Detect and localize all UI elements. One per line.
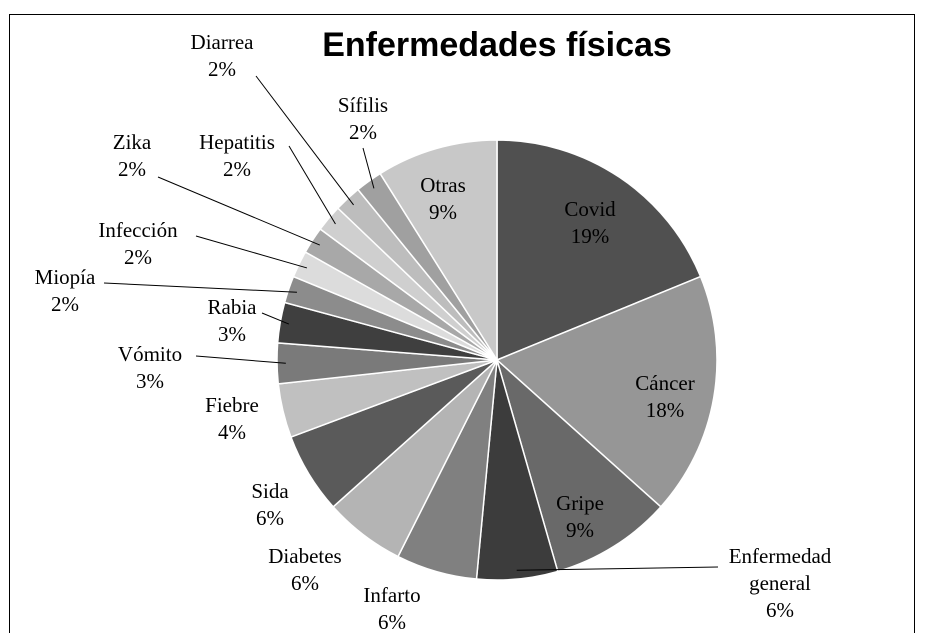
value-label: 4% bbox=[218, 420, 246, 444]
slice-label: Infección 2% bbox=[98, 217, 177, 271]
value-label: 2% bbox=[123, 245, 152, 269]
value-label: 2% bbox=[207, 57, 236, 81]
category-label: Enfermedad general bbox=[728, 544, 832, 595]
leader-line bbox=[288, 145, 336, 225]
pie-slice bbox=[495, 275, 718, 508]
leader-line bbox=[255, 75, 354, 206]
pie-slice bbox=[496, 139, 702, 362]
category-label: Fiebre bbox=[205, 393, 259, 417]
value-label: 6% bbox=[766, 598, 794, 622]
category-label: Zika bbox=[112, 130, 152, 154]
value-label: 2% bbox=[117, 157, 146, 181]
category-label: Vómito bbox=[117, 342, 183, 366]
leader-line bbox=[103, 282, 297, 293]
slice-label: Miopía 2% bbox=[35, 264, 96, 318]
slice-label: Infarto 6% bbox=[363, 582, 420, 636]
category-label: Gripe bbox=[556, 491, 604, 515]
slice-label: Hepatitis 2% bbox=[199, 129, 275, 183]
slice-label: Otras 9% bbox=[420, 172, 466, 226]
pie-slice bbox=[495, 357, 662, 573]
slice-label: Fiebre 4% bbox=[205, 392, 259, 446]
value-label: 19% bbox=[570, 224, 610, 248]
value-label: 6% bbox=[377, 610, 406, 634]
leader-line bbox=[362, 147, 375, 189]
slice-label: Gripe 9% bbox=[556, 490, 604, 544]
category-label: Sífilis bbox=[337, 93, 389, 117]
slice-label: Sífilis 2% bbox=[338, 92, 388, 146]
value-label: 6% bbox=[256, 506, 284, 530]
value-label: 9% bbox=[565, 518, 594, 542]
slice-label: Covid 19% bbox=[564, 196, 615, 250]
slice-label: Cáncer 18% bbox=[635, 370, 694, 424]
slice-label: Sida 6% bbox=[251, 478, 288, 532]
chart-title: Enfermedades físicas bbox=[322, 26, 672, 64]
category-label: Infarto bbox=[363, 583, 421, 607]
value-label: 2% bbox=[349, 120, 377, 144]
category-label: Infección bbox=[98, 218, 178, 242]
slice-label: Diabetes 6% bbox=[268, 543, 341, 597]
category-label: Covid bbox=[564, 197, 616, 221]
leader-line bbox=[516, 566, 719, 571]
slice-label: Vómito 3% bbox=[118, 341, 182, 395]
category-label: Rabia bbox=[207, 295, 257, 319]
value-label: 9% bbox=[429, 200, 457, 224]
category-label: Otras bbox=[420, 173, 466, 197]
value-label: 2% bbox=[50, 292, 79, 316]
pie-slice bbox=[379, 139, 498, 363]
slice-label: Diarrea 2% bbox=[191, 29, 254, 83]
chart-frame bbox=[9, 14, 915, 633]
leader-line bbox=[195, 235, 308, 269]
leader-line bbox=[261, 312, 290, 325]
leader-line bbox=[157, 176, 321, 246]
category-label: Cáncer bbox=[635, 371, 695, 395]
value-label: 6% bbox=[290, 571, 319, 595]
value-label: 3% bbox=[135, 369, 164, 393]
value-label: 3% bbox=[217, 322, 246, 346]
category-label: Miopía bbox=[34, 265, 96, 289]
value-label: 18% bbox=[645, 398, 685, 422]
slice-label: Rabia 3% bbox=[208, 294, 257, 348]
category-label: Hepatitis bbox=[199, 130, 275, 154]
leader-line bbox=[195, 355, 286, 364]
category-label: Sida bbox=[251, 479, 289, 503]
slice-label: Zika 2% bbox=[113, 129, 151, 183]
category-label: Diarrea bbox=[190, 30, 254, 54]
slice-label: Enfermedad general 6% bbox=[710, 543, 850, 624]
value-label: 2% bbox=[222, 157, 251, 181]
category-label: Diabetes bbox=[268, 544, 342, 568]
